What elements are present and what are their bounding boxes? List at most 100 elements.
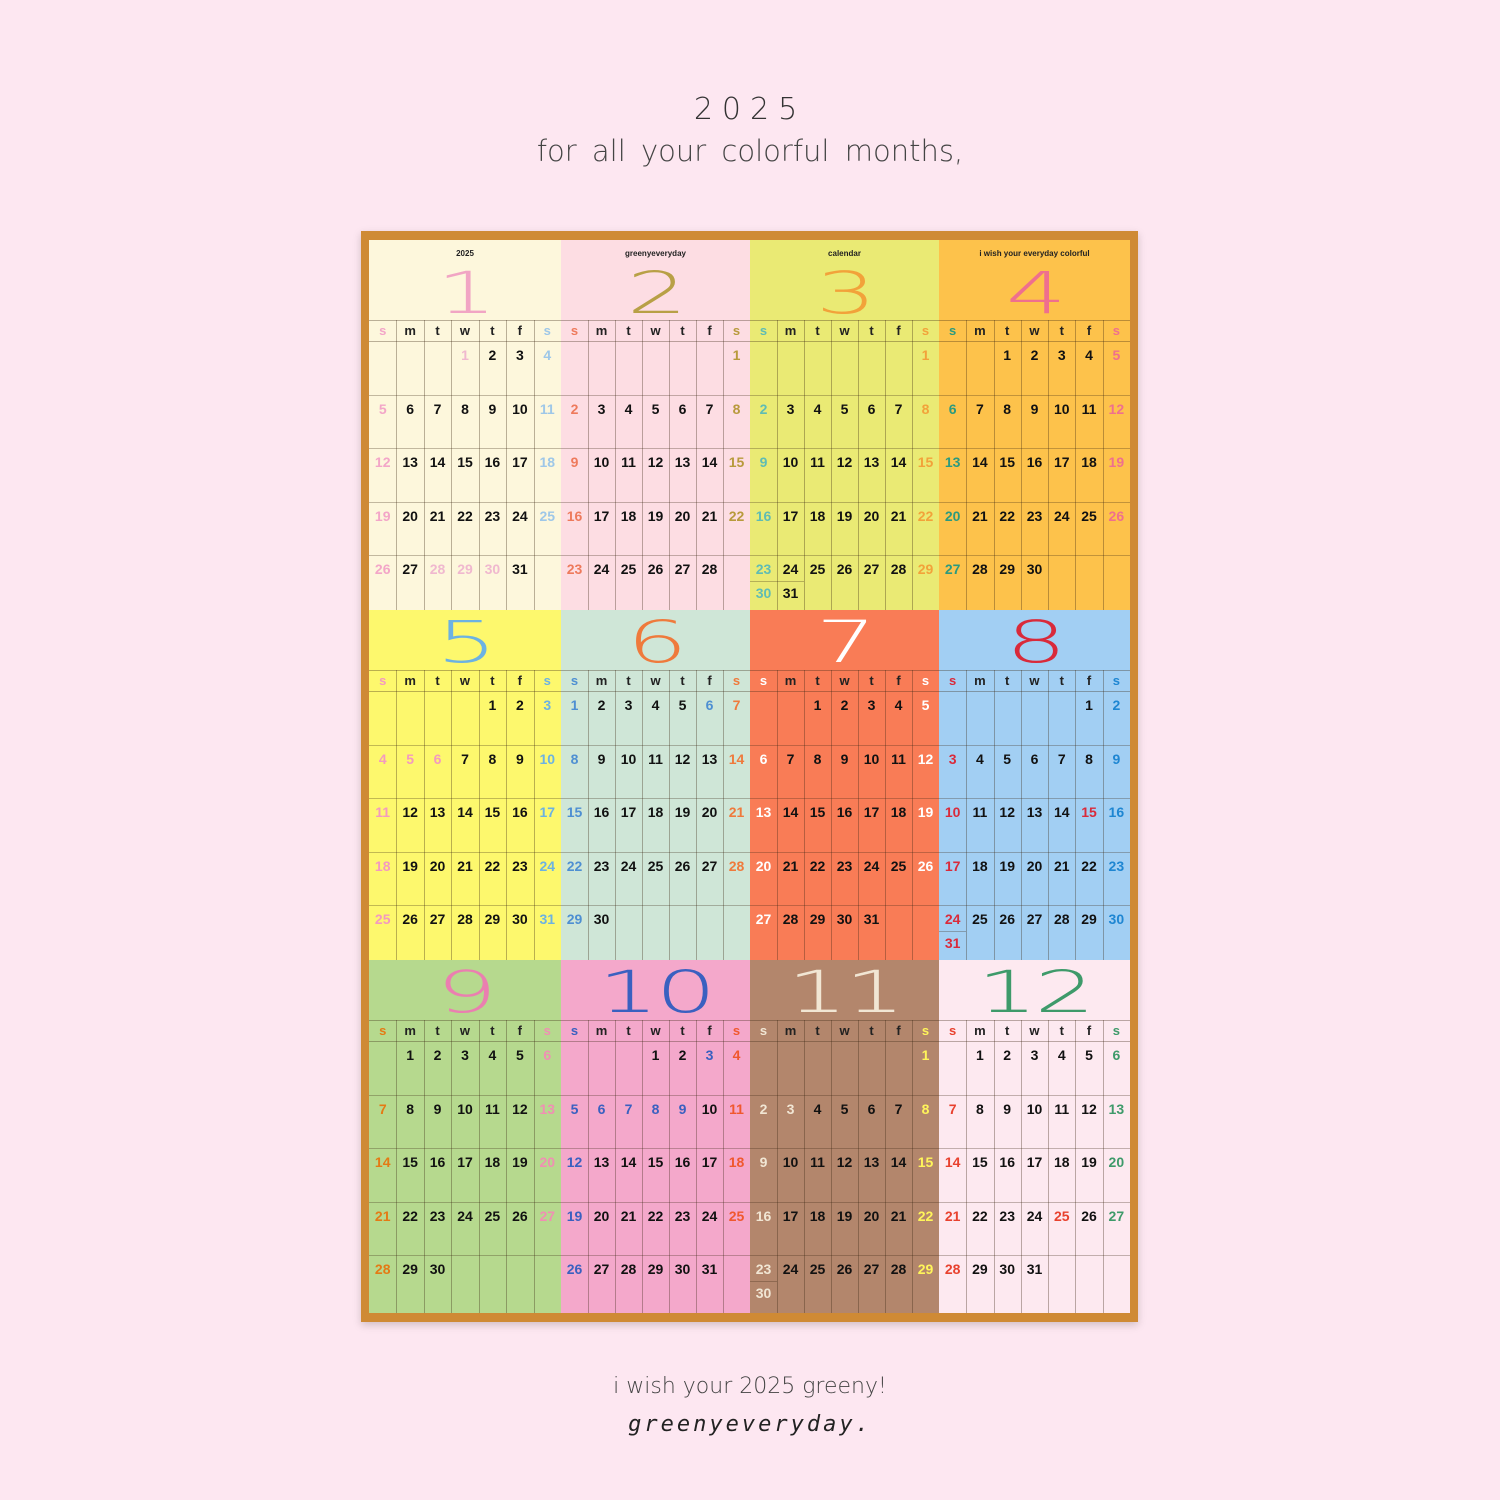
day-cell: 22 <box>917 1207 934 1224</box>
weekday-label: s <box>543 1023 551 1038</box>
day-cell: 17 <box>782 507 799 524</box>
day-cell: 11 <box>375 804 391 820</box>
day-cell: 19 <box>836 507 853 524</box>
weekday-label: w <box>459 1023 471 1038</box>
day-cell: 16 <box>1108 804 1125 820</box>
day-cell: 28 <box>944 1261 961 1277</box>
day-cell: 28 <box>890 1261 907 1277</box>
day-cell: 29 <box>917 1261 934 1277</box>
day-cell: 21 <box>890 1207 907 1224</box>
grid-line <box>696 670 697 960</box>
day-cell: 8 <box>976 1100 984 1117</box>
day-cell: 18 <box>620 507 637 524</box>
day-cell: 31 <box>944 935 961 951</box>
grid-line <box>912 320 913 610</box>
grid-line <box>994 320 995 610</box>
day-cell: 26 <box>566 1261 583 1277</box>
grid-line <box>858 320 859 610</box>
weekday-label: t <box>435 1023 440 1038</box>
day-cell: 6 <box>867 400 876 417</box>
day-cell: 21 <box>374 1207 391 1224</box>
day-cell: 22 <box>402 1207 418 1224</box>
day-cell: 19 <box>999 857 1015 874</box>
day-cell: 30 <box>674 1261 691 1277</box>
day-cell: 6 <box>1030 750 1039 767</box>
day-cell: 3 <box>543 697 552 713</box>
day-cell: 4 <box>813 1100 822 1117</box>
day-cell: 20 <box>593 1207 610 1224</box>
day-cell: 7 <box>433 400 442 417</box>
day-cell: 23 <box>755 1261 772 1277</box>
grid-line <box>561 852 750 853</box>
day-cell: 24 <box>1026 1207 1043 1224</box>
day-cell: 1 <box>488 697 497 713</box>
month-2: greenyeveryday 2 s m t w t f s 1 2 3 4 5 6 7 8 9 10 11 12 13 1… <box>561 240 750 610</box>
grid-line <box>939 555 1130 556</box>
month-number: 10 <box>597 960 716 1026</box>
weekday-label: t <box>490 1023 495 1038</box>
weekday-label: m <box>784 1023 797 1038</box>
month-number: 3 <box>815 259 877 327</box>
day-cell: 29 <box>647 1261 664 1277</box>
day-cell: 20 <box>429 857 446 874</box>
grid-line <box>369 1255 561 1256</box>
day-cell: 28 <box>457 911 473 927</box>
grid-line <box>939 931 967 932</box>
grid-line <box>804 1020 805 1313</box>
day-cell: 12 <box>566 1154 583 1170</box>
day-cell: 13 <box>539 1100 556 1117</box>
day-cell: 31 <box>782 585 799 601</box>
day-cell: 30 <box>512 911 528 927</box>
day-cell: 9 <box>1030 400 1039 417</box>
day-cell: 9 <box>678 1100 687 1117</box>
grid-line <box>750 852 939 853</box>
day-cell: 12 <box>1108 400 1125 417</box>
weekday-label: w <box>1029 673 1040 688</box>
day-cell: 25 <box>1081 507 1097 524</box>
day-cell: 29 <box>999 561 1015 577</box>
day-cell: 12 <box>374 454 391 470</box>
day-cell: 30 <box>836 911 853 927</box>
month-caption: 2025 <box>456 249 474 258</box>
weekday-label: s <box>949 673 957 688</box>
day-cell: 30 <box>999 1261 1015 1277</box>
day-cell: 24 <box>782 1261 799 1277</box>
day-cell: 20 <box>1026 857 1043 874</box>
day-cell: 17 <box>863 804 880 820</box>
day-cell: 4 <box>543 347 552 363</box>
day-cell: 30 <box>484 561 501 577</box>
grid-line <box>561 448 750 449</box>
day-cell: 13 <box>593 1154 610 1170</box>
month-11: 11 s m t w t f s 1 2 3 4 5 6 7 8 9 10 11 12 13 14 15 16 17 18 19 20… <box>750 960 939 1313</box>
day-cell: 14 <box>972 454 988 470</box>
day-cell: 3 <box>1030 1047 1039 1063</box>
grid-line <box>966 320 967 610</box>
grid-line <box>750 1148 939 1149</box>
grid-line <box>369 1095 561 1096</box>
weekday-label: s <box>759 673 768 688</box>
day-cell: 19 <box>374 507 391 524</box>
day-cell: 28 <box>1053 911 1070 927</box>
day-cell: 17 <box>782 1207 799 1224</box>
day-cell: 15 <box>566 804 583 820</box>
weekday-label: t <box>1059 673 1064 688</box>
day-cell: 17 <box>539 804 556 820</box>
day-cell: 5 <box>678 697 687 713</box>
weekday-label: f <box>707 323 712 338</box>
grid-line <box>369 852 561 853</box>
grid-line <box>479 320 480 610</box>
weekday-label: f <box>517 323 523 338</box>
weekday-label: t <box>815 323 820 338</box>
weekday-label: s <box>759 1023 768 1038</box>
day-cell: 1 <box>813 697 822 713</box>
grid-line <box>1048 1020 1049 1313</box>
weekday-label: f <box>896 323 901 338</box>
grid-line <box>369 905 561 906</box>
day-cell: 5 <box>1003 750 1012 767</box>
weekday-label: m <box>974 673 986 688</box>
day-cell: 24 <box>782 561 799 577</box>
day-cell: 12 <box>402 804 418 820</box>
month-number: 11 <box>786 960 905 1026</box>
day-cell: 10 <box>512 400 528 417</box>
